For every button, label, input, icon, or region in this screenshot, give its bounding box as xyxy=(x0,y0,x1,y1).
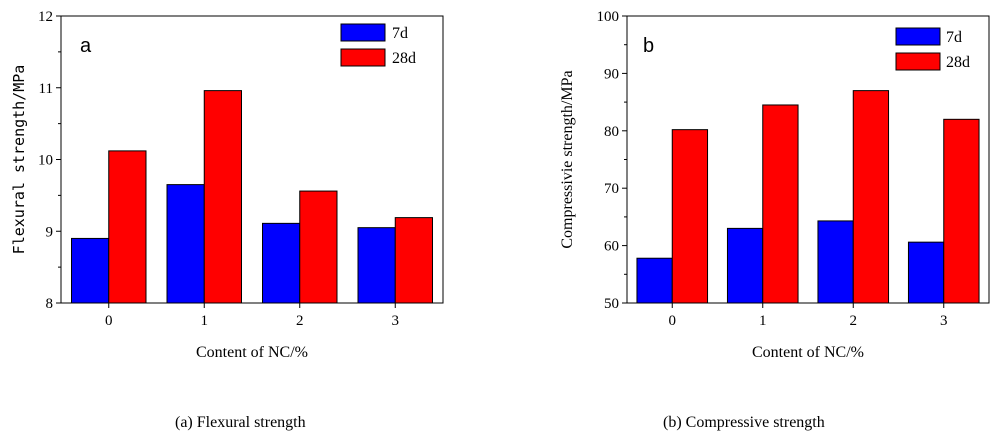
bar-28d-0 xyxy=(108,150,147,304)
legend-label-7d: 7d xyxy=(392,25,408,42)
y-axis-label: Flexural strength/MPa xyxy=(10,65,28,255)
y-tick-label-12: 12 xyxy=(38,9,53,25)
x-tick-label-0: 0 xyxy=(105,313,113,329)
x-tick-label-2: 2 xyxy=(850,313,858,329)
y-tick-label-60: 60 xyxy=(604,239,619,255)
legend-swatch-7d xyxy=(340,23,386,42)
y-tick-label-90: 90 xyxy=(604,66,619,82)
y-tick-label-50: 50 xyxy=(604,296,619,312)
x-tick-label-3: 3 xyxy=(392,313,400,329)
y-tick-label-11: 11 xyxy=(39,81,53,97)
bar-28d-1 xyxy=(762,104,799,304)
legend-swatch-28d xyxy=(340,48,386,67)
legend-swatch-28d xyxy=(895,52,941,71)
panel-letter: a xyxy=(80,35,92,57)
bar-7d-1 xyxy=(166,184,205,304)
bar-28d-2 xyxy=(299,190,338,304)
y-tick-label-80: 80 xyxy=(604,124,619,140)
x-axis-label: Content of NC/% xyxy=(196,344,308,361)
y-tick-label-8: 8 xyxy=(46,296,54,312)
y-tick-label-100: 100 xyxy=(597,9,620,25)
x-tick-label-2: 2 xyxy=(296,313,304,329)
x-tick-label-1: 1 xyxy=(201,313,209,329)
legend-swatch-7d xyxy=(895,27,941,46)
legend-label-28d: 28d xyxy=(946,54,970,71)
bar-7d-3 xyxy=(357,227,396,304)
legend-label-28d: 28d xyxy=(392,50,416,67)
bar-28d-3 xyxy=(394,217,433,304)
bar-28d-3 xyxy=(943,118,980,304)
x-tick-label-3: 3 xyxy=(940,313,948,329)
y-tick-label-70: 70 xyxy=(604,181,619,197)
bar-7d-3 xyxy=(907,241,945,304)
bar-7d-0 xyxy=(636,257,673,304)
panel-letter: b xyxy=(643,35,654,57)
bar-28d-1 xyxy=(203,90,242,304)
bar-7d-1 xyxy=(726,227,764,304)
bar-7d-2 xyxy=(262,222,301,304)
caption-flexural: (a) Flexural strength xyxy=(175,414,306,431)
y-tick-label-9: 9 xyxy=(46,224,54,240)
bar-28d-2 xyxy=(852,90,890,304)
x-tick-label-0: 0 xyxy=(669,313,677,329)
legend-label-7d: 7d xyxy=(946,29,962,46)
caption-compressive: (b) Compressive strength xyxy=(663,414,825,431)
y-axis-label: Compressivie strength/MPa xyxy=(559,70,576,248)
bar-28d-0 xyxy=(671,129,709,304)
x-axis-label: Content of NC/% xyxy=(752,344,864,361)
bar-7d-0 xyxy=(71,237,110,304)
bar-7d-2 xyxy=(817,220,854,304)
x-tick-label-1: 1 xyxy=(759,313,767,329)
y-tick-label-10: 10 xyxy=(38,153,53,169)
